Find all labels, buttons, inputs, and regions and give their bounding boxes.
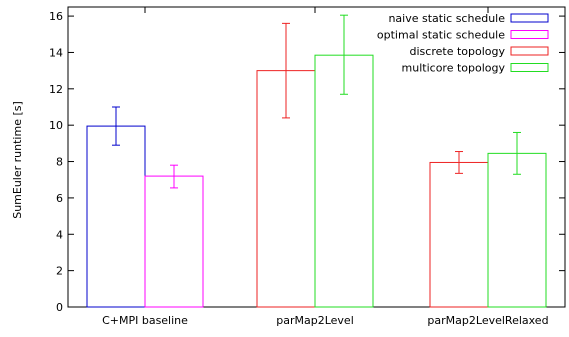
y-tick-label: 4	[56, 228, 63, 241]
legend-swatch	[510, 63, 549, 72]
legend-label: optimal static schedule	[377, 29, 505, 42]
bar	[429, 161, 489, 308]
bar	[144, 175, 204, 308]
x-tick-label: C+MPI baseline	[102, 314, 188, 327]
y-tick-label: 14	[49, 46, 63, 59]
y-tick-label: 2	[56, 265, 63, 278]
y-tick-label: 10	[49, 119, 63, 132]
x-tick-label: parMap2Level	[276, 314, 354, 327]
y-tick-label: 12	[49, 83, 63, 96]
y-tick-label: 8	[56, 156, 63, 169]
bar	[86, 125, 146, 308]
legend-label: discrete topology	[410, 45, 506, 58]
y-tick-label: 16	[49, 10, 63, 23]
y-tick-label: 6	[56, 192, 63, 205]
plot-area: 0 2 4 6 8 10 12 14 16 C+MPI baseline parMap2Level p…	[49, 6, 566, 327]
legend-label: multicore topology	[402, 62, 506, 75]
y-tick-label: 0	[56, 301, 63, 314]
legend-swatch	[510, 30, 549, 39]
legend-swatch	[510, 46, 549, 56]
y-axis-title: SumEuler runtime [s]	[11, 101, 24, 219]
legend-label: naive static schedule	[388, 12, 505, 25]
bar	[487, 152, 547, 308]
legend-swatch	[510, 13, 549, 23]
x-tick-label: parMap2LevelRelaxed	[427, 314, 548, 327]
